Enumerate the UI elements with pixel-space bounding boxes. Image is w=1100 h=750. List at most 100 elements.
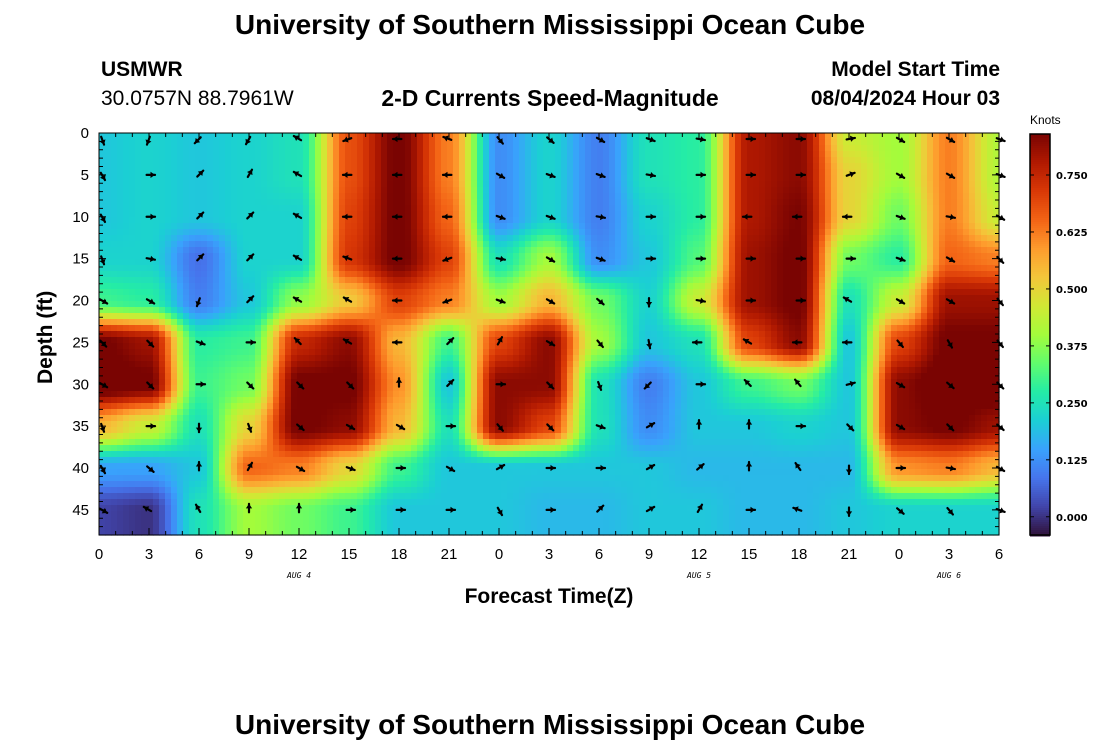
- heatmap-cell: [207, 271, 214, 278]
- heatmap-cell: [399, 181, 406, 188]
- heatmap-cell: [843, 271, 850, 278]
- heatmap-cell: [333, 307, 340, 314]
- heatmap-cell: [945, 211, 952, 218]
- heatmap-cell: [327, 199, 334, 206]
- heatmap-cell: [843, 289, 850, 296]
- heatmap-cell: [135, 331, 142, 338]
- heatmap-cell: [753, 319, 760, 326]
- heatmap-cell: [249, 331, 256, 338]
- heatmap-cell: [771, 139, 778, 146]
- heatmap-cell: [387, 307, 394, 314]
- heatmap-cell: [531, 175, 538, 182]
- heatmap-cell: [531, 229, 538, 236]
- heatmap-cell: [939, 145, 946, 152]
- heatmap-cell: [747, 145, 754, 152]
- heatmap-cell: [873, 235, 880, 242]
- heatmap-cell: [729, 271, 736, 278]
- heatmap-cell: [381, 307, 388, 314]
- heatmap-cell: [417, 271, 424, 278]
- heatmap-cell: [381, 229, 388, 236]
- heatmap-cell: [957, 133, 964, 140]
- heatmap-cell: [123, 157, 130, 164]
- heatmap-cell: [513, 145, 520, 152]
- heatmap-cell: [261, 139, 268, 146]
- heatmap-cell: [993, 241, 1000, 248]
- heatmap-cell: [987, 307, 994, 314]
- heatmap-cell: [843, 265, 850, 272]
- heatmap-cell: [285, 193, 292, 200]
- heatmap-cell: [615, 139, 622, 146]
- heatmap-cell: [249, 241, 256, 248]
- heatmap-cell: [609, 289, 616, 296]
- heatmap-cell: [633, 289, 640, 296]
- heatmap-cell: [441, 325, 448, 332]
- heatmap-cell: [123, 307, 130, 314]
- heatmap-cell: [411, 319, 418, 326]
- heatmap-cell: [531, 271, 538, 278]
- heatmap-cell: [399, 235, 406, 242]
- heatmap-cell: [549, 307, 556, 314]
- heatmap-cell: [279, 265, 286, 272]
- heatmap-cell: [693, 211, 700, 218]
- heatmap-cell: [219, 259, 226, 266]
- heatmap-cell: [489, 163, 496, 170]
- heatmap-cell: [945, 301, 952, 308]
- heatmap-cell: [867, 157, 874, 164]
- heatmap-cell: [987, 133, 994, 140]
- heatmap-cell: [597, 211, 604, 218]
- heatmap-cell: [411, 139, 418, 146]
- heatmap-cell: [129, 283, 136, 290]
- heatmap-cell: [663, 259, 670, 266]
- heatmap-cell: [759, 307, 766, 314]
- heatmap-cell: [117, 325, 124, 332]
- heatmap-cell: [417, 157, 424, 164]
- heatmap-cell: [825, 259, 832, 266]
- heatmap-cell: [897, 211, 904, 218]
- heatmap-cell: [717, 163, 724, 170]
- heatmap-cell: [723, 301, 730, 308]
- heatmap-cell: [951, 205, 958, 212]
- heatmap-cell: [645, 313, 652, 320]
- heatmap-cell: [933, 181, 940, 188]
- heatmap-cell: [693, 133, 700, 140]
- heatmap-cell: [963, 295, 970, 302]
- heatmap-cell: [615, 265, 622, 272]
- heatmap-cell: [873, 187, 880, 194]
- heatmap-cell: [807, 259, 814, 266]
- heatmap-cell: [771, 253, 778, 260]
- heatmap-cell: [177, 289, 184, 296]
- heatmap-cell: [249, 247, 256, 254]
- heatmap-cell: [369, 307, 376, 314]
- heatmap-cell: [621, 151, 628, 158]
- heatmap-cell: [609, 187, 616, 194]
- heatmap-cell: [741, 289, 748, 296]
- heatmap-cell: [939, 223, 946, 230]
- heatmap-cell: [309, 235, 316, 242]
- heatmap-cell: [129, 157, 136, 164]
- heatmap-cell: [435, 313, 442, 320]
- heatmap-cell: [99, 283, 106, 290]
- heatmap-cell: [309, 247, 316, 254]
- heatmap-cell: [537, 241, 544, 248]
- heatmap-cell: [249, 301, 256, 308]
- heatmap-cell: [975, 199, 982, 206]
- heatmap-cell: [423, 253, 430, 260]
- heatmap-cell: [537, 151, 544, 158]
- heatmap-cell: [321, 235, 328, 242]
- heatmap-cell: [303, 301, 310, 308]
- heatmap-cell: [501, 145, 508, 152]
- heatmap-cell: [315, 331, 322, 338]
- heatmap-cell: [543, 295, 550, 302]
- heatmap-cell: [579, 205, 586, 212]
- heatmap-cell: [615, 193, 622, 200]
- heatmap-cell: [117, 331, 124, 338]
- heatmap-cell: [369, 199, 376, 206]
- heatmap-cell: [495, 259, 502, 266]
- heatmap-cell: [273, 199, 280, 206]
- heatmap-cell: [915, 157, 922, 164]
- heatmap-cell: [783, 133, 790, 140]
- heatmap-cell: [723, 205, 730, 212]
- heatmap-cell: [801, 307, 808, 314]
- heatmap-cell: [231, 277, 238, 284]
- heatmap-cell: [537, 253, 544, 260]
